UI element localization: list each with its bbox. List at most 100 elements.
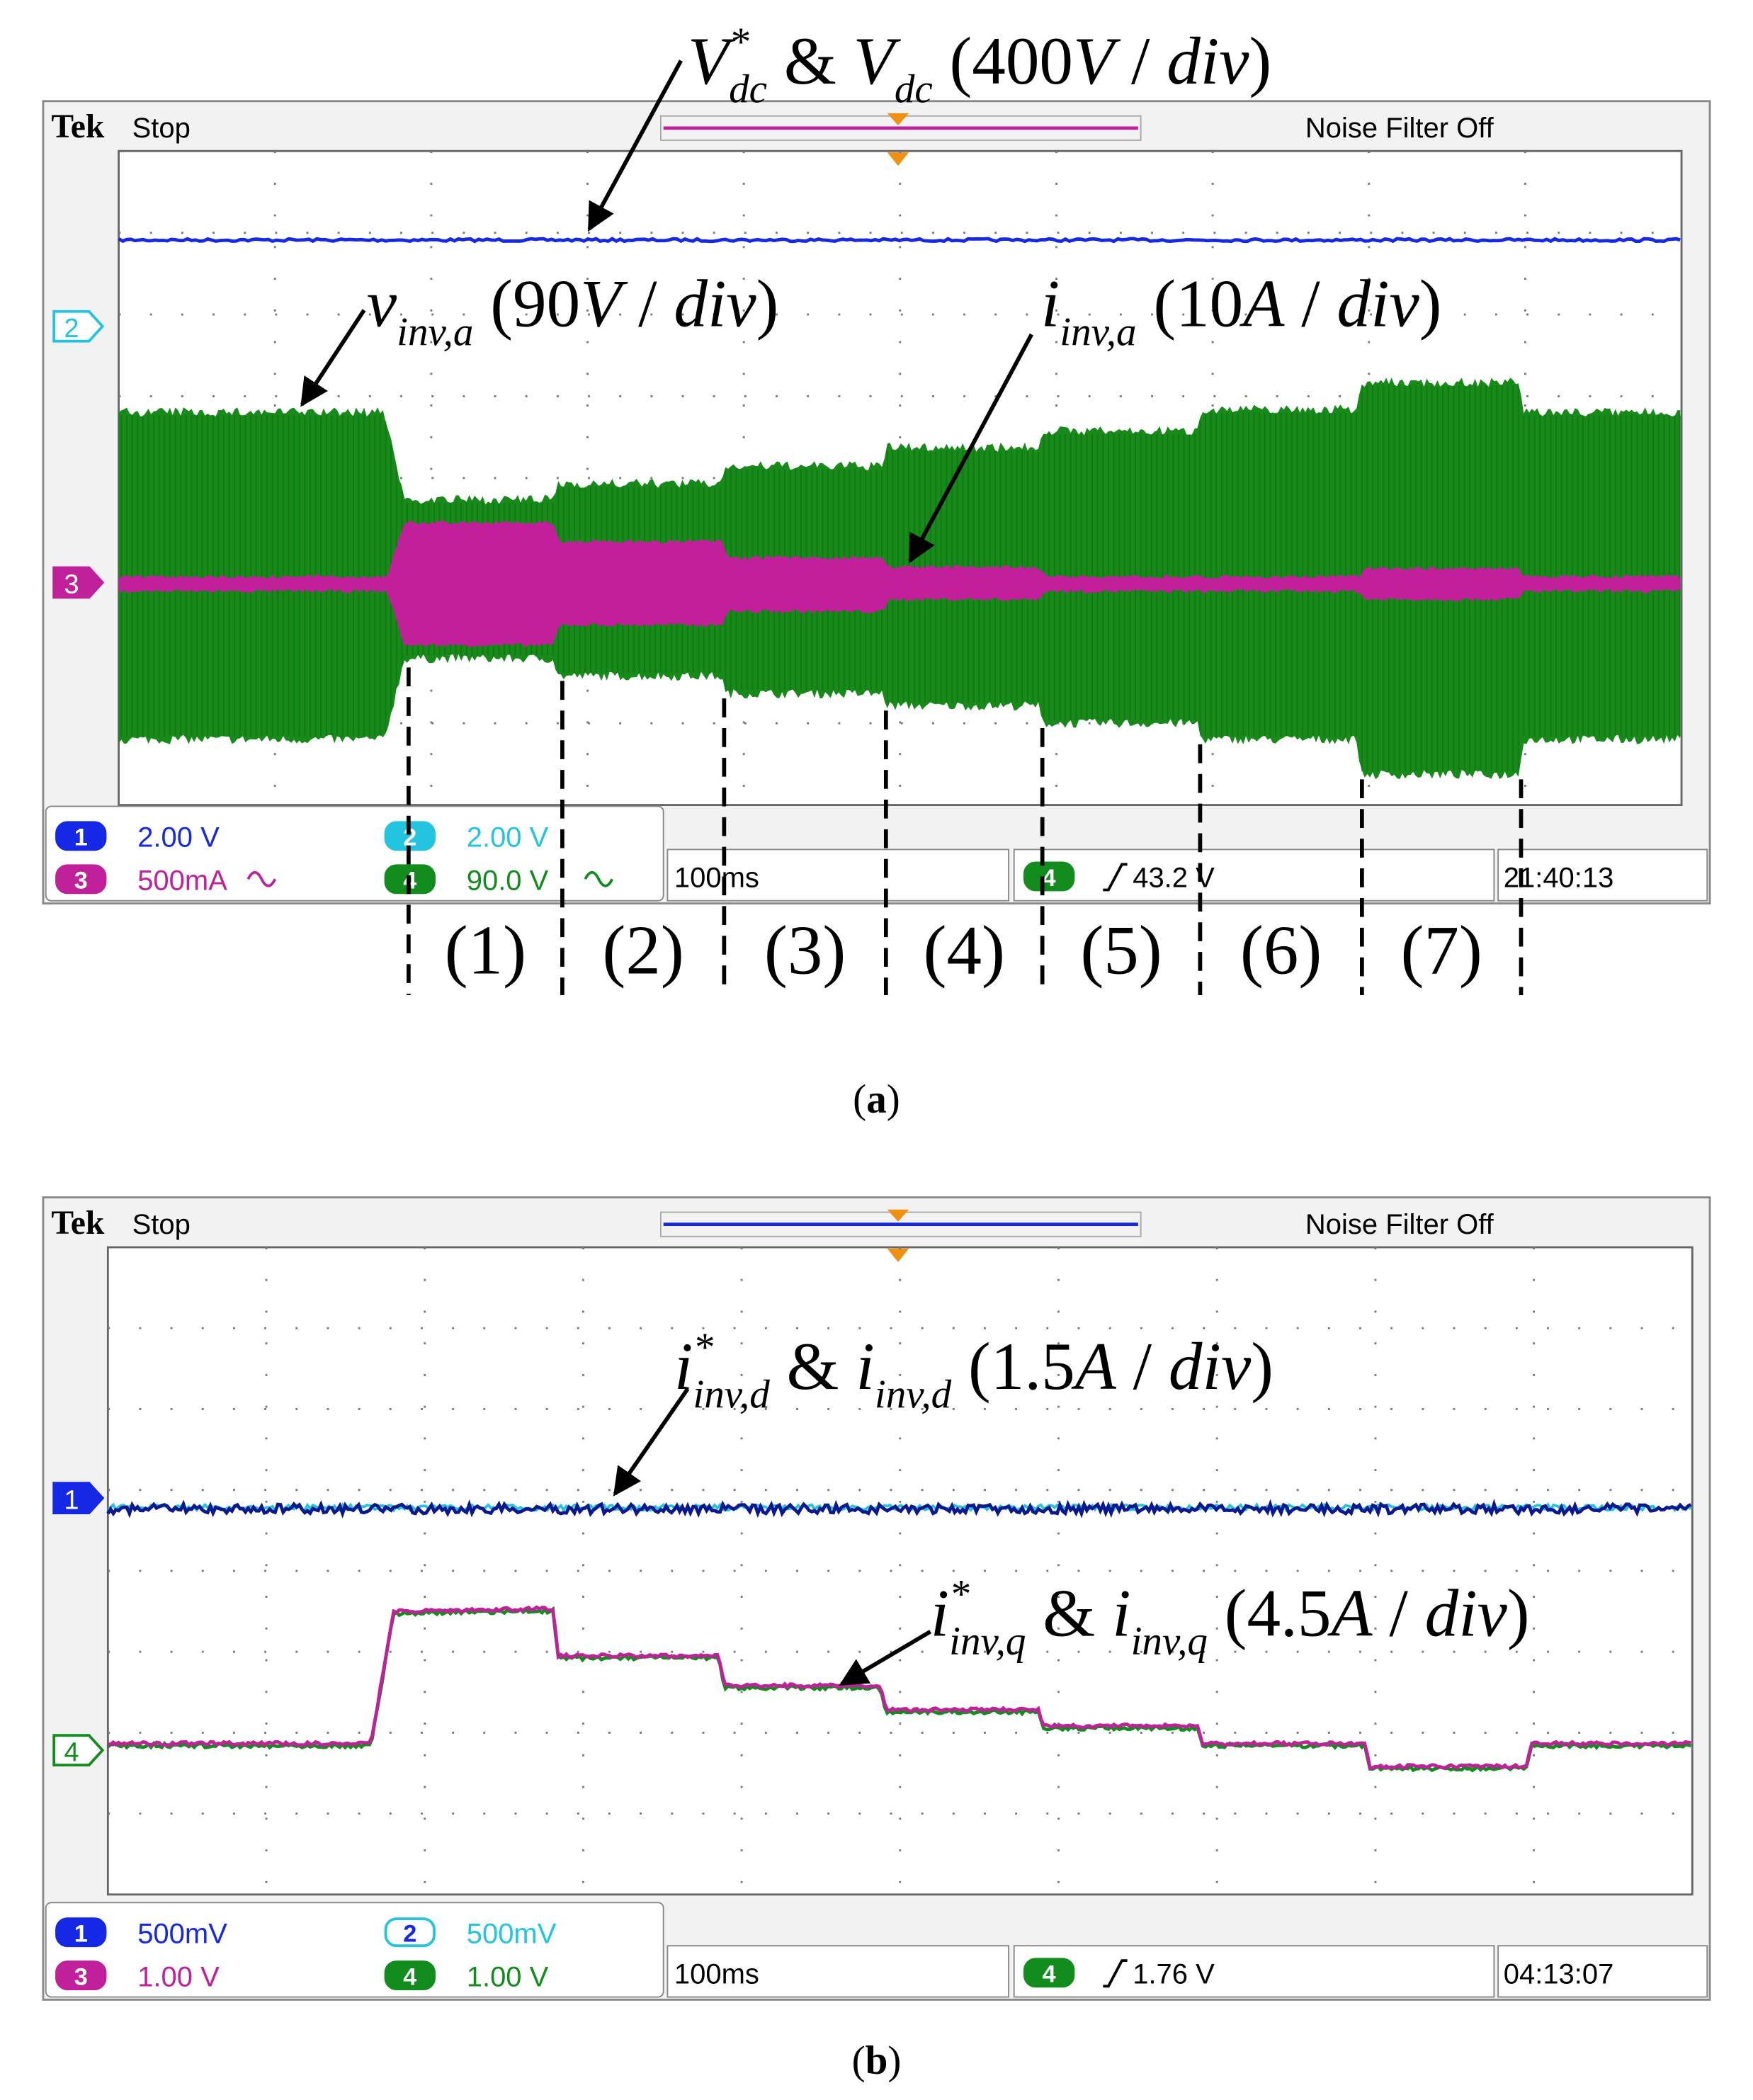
channel-number: 3 (74, 868, 88, 895)
channel-setting: 2.00 V (137, 822, 220, 853)
annotation-part: ) (756, 266, 779, 341)
channel-marker-label: 3 (64, 570, 79, 600)
readout-box (45, 1902, 664, 1998)
annotation-part: ) (1507, 1575, 1530, 1650)
arrow (300, 309, 366, 407)
annotation-part: div (1167, 23, 1249, 98)
ch1-trace (118, 237, 1681, 244)
annotation-part: inv,q (1131, 1619, 1208, 1664)
interval-label: (2) (602, 912, 683, 989)
annotation: i* inv,q & iinv,q (4.5A / div) (931, 1572, 1530, 1664)
status: Stop (132, 1209, 191, 1240)
channel-setting: 1.00 V (467, 1961, 549, 1992)
channel-number: 1 (74, 824, 88, 851)
caption-part: ( (853, 1077, 866, 1122)
annotation-part: ) (1249, 23, 1272, 98)
caption-part: ( (852, 2038, 866, 2083)
annotation: V* dc & Vdc (400V / div) (688, 20, 1271, 112)
annotation-part: / (1373, 1575, 1425, 1650)
annotation-part: V (688, 23, 736, 98)
caption-part: b (866, 2038, 888, 2083)
timebase: 100ms (674, 1959, 759, 1990)
annotation: i* inv,d & iinv,d (1.5A / div) (674, 1325, 1273, 1417)
channel-setting: 500mV (137, 1918, 227, 1949)
annotation: vinv,a (90V / div) (367, 266, 779, 355)
annotation-part: div (1337, 266, 1419, 341)
channel-setting: 90.0 V (467, 865, 549, 897)
channel-marker (52, 1734, 105, 1766)
channel-badge (55, 1960, 107, 1991)
clock-box (1497, 1945, 1708, 1998)
caption-part: ) (887, 2038, 901, 2083)
channel-number: 3 (74, 1963, 88, 1990)
annotation-part: inv,a (397, 310, 473, 354)
arrow (613, 1387, 690, 1497)
channel-number: 4 (403, 1963, 416, 1990)
channel-setting: 500mV (467, 1918, 557, 1949)
trigger-channel: 4 (1043, 865, 1056, 892)
ch3-current-envelope (118, 520, 1681, 647)
channel-setting: 500mA (137, 865, 227, 897)
annotation-part: * (729, 20, 749, 64)
trigger-level: 1.76 V (1133, 1959, 1215, 1990)
annotation-part: V (1073, 23, 1121, 98)
trigger-slope-icon (1103, 863, 1128, 892)
annotation-part: ) (1419, 266, 1442, 341)
annotation-part: inv,d (875, 1373, 952, 1417)
annotation-part: (90 (473, 266, 580, 341)
trace (106, 1499, 1692, 1519)
annotation-part: dc (895, 67, 933, 112)
trigger-position (887, 1248, 909, 1262)
annotation-part: * (693, 1325, 713, 1370)
annotation-part: V (580, 266, 628, 341)
status: Stop (132, 113, 191, 144)
caption-part: ) (887, 1077, 900, 1122)
annotation-part: * (949, 1572, 970, 1616)
annotation-part: V (853, 23, 902, 98)
trigger-position (887, 1209, 909, 1222)
channel-number: 1 (74, 1920, 88, 1947)
channel-badge (55, 821, 107, 851)
channel-marker-label: 4 (64, 1737, 79, 1767)
timebase-box (666, 1945, 1010, 1998)
caption-part: a (866, 1077, 887, 1122)
channel-badge (55, 1917, 107, 1948)
annotation-part: ) (1251, 1329, 1273, 1404)
channel-badge (384, 1960, 436, 1991)
brand: Tek (51, 1205, 104, 1242)
channel-setting: 1.00 V (137, 1961, 220, 1992)
channel-setting: 2.00 V (467, 822, 549, 853)
annotation-part: / (621, 266, 674, 341)
annotation-part: A (1071, 1329, 1117, 1404)
annotation-part: i (856, 1329, 874, 1404)
annotation-part: i (1112, 1575, 1130, 1650)
interval-label: (4) (924, 912, 1005, 989)
trigger-box (1013, 848, 1495, 902)
annotation-part: i (931, 1575, 949, 1650)
readout-box (45, 805, 664, 902)
annotation-part: A (1239, 266, 1285, 341)
channel-number: 2 (403, 1920, 416, 1947)
annotation-part: & (1026, 1575, 1112, 1650)
annotation-part: inv,q (949, 1619, 1026, 1664)
channel-marker (52, 1482, 105, 1514)
interval-label: (7) (1400, 912, 1482, 989)
annotation: iinv,a (10A / div) (1041, 266, 1442, 355)
trigger-channel: 4 (1043, 1961, 1056, 1988)
timebase: 100ms (674, 863, 759, 894)
interval-label: (5) (1080, 912, 1162, 989)
interval-label: (6) (1240, 912, 1322, 989)
annotation-part: / (1284, 266, 1337, 341)
ac-coupling-icon (584, 870, 614, 887)
interval-label: (1) (445, 912, 526, 989)
channel-badge (55, 864, 107, 895)
arrow (908, 333, 1033, 564)
channel-number: 2 (403, 824, 416, 851)
annotation-part: dc (729, 67, 767, 112)
trace (107, 1605, 1691, 1771)
channel-marker (52, 566, 105, 599)
clock: 04:13:07 (1504, 1959, 1614, 1990)
interval-label: (3) (764, 912, 846, 989)
annotation-part: / (1116, 1329, 1169, 1404)
noise-filter: Noise Filter Off (1305, 1209, 1494, 1240)
